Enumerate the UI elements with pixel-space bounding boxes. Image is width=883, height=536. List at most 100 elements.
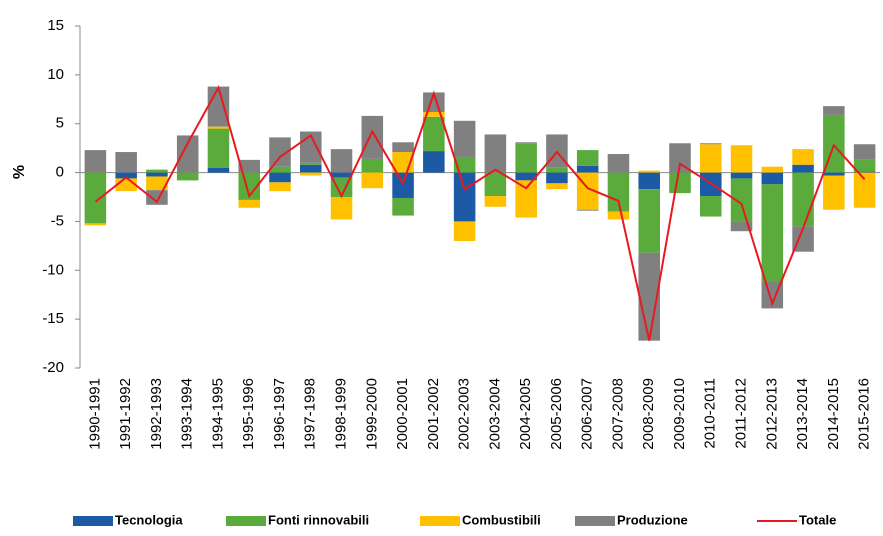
y-tick-label: 0 bbox=[56, 164, 64, 181]
bar-segment bbox=[853, 172, 876, 208]
bar-segment bbox=[669, 172, 691, 194]
bar-segment bbox=[607, 154, 630, 173]
y-tick-label: -20 bbox=[42, 359, 64, 376]
bar-segment bbox=[330, 197, 353, 220]
x-tick-label: 1993-1994 bbox=[179, 378, 196, 450]
bar-segment bbox=[484, 172, 507, 197]
bar-segment bbox=[823, 175, 845, 210]
x-tick-label: 1990-1991 bbox=[86, 378, 103, 450]
bar-segment bbox=[115, 172, 137, 179]
bar-segment bbox=[176, 135, 199, 173]
bar-segment bbox=[761, 172, 784, 185]
bar-segment bbox=[546, 167, 568, 173]
bar-segment bbox=[669, 143, 691, 173]
legend-label: Totale bbox=[799, 512, 836, 527]
x-tick-label: 1994-1995 bbox=[209, 378, 226, 450]
bar-segment bbox=[84, 172, 107, 224]
bar-segment bbox=[423, 116, 445, 152]
bar-segment bbox=[423, 151, 445, 173]
x-tick-label: 2003-2004 bbox=[486, 378, 503, 450]
x-tick-label: 2012-2013 bbox=[763, 378, 780, 450]
x-tick-label: 1999-2000 bbox=[363, 378, 380, 450]
bar-segment bbox=[330, 172, 353, 178]
bar-segment bbox=[853, 144, 876, 160]
y-tick-label: -5 bbox=[51, 212, 64, 229]
x-tick-label: 2010-2011 bbox=[702, 378, 719, 449]
bar-segment bbox=[453, 221, 476, 241]
bar-segment bbox=[392, 142, 414, 153]
bar-segment bbox=[853, 171, 876, 173]
bar-segment bbox=[361, 172, 384, 189]
x-tick-label: 2014-2015 bbox=[825, 378, 842, 450]
y-tick-label: 5 bbox=[56, 115, 64, 132]
bar-segment bbox=[546, 172, 568, 184]
bar-segment bbox=[330, 149, 353, 173]
bar-segment bbox=[823, 172, 845, 176]
legend-swatch bbox=[73, 516, 113, 526]
bar-segment bbox=[576, 150, 599, 166]
legend-label: Tecnologia bbox=[115, 512, 183, 527]
bar-segment bbox=[453, 156, 476, 173]
x-tick-label: 2002-2003 bbox=[456, 378, 473, 450]
bar-segment bbox=[207, 128, 230, 168]
y-tick-label: 15 bbox=[47, 17, 64, 34]
bar-segment bbox=[607, 172, 630, 212]
bar-segment bbox=[546, 183, 568, 190]
bar-segment bbox=[269, 166, 291, 173]
x-tick-label: 1997-1998 bbox=[302, 378, 319, 450]
bar-segment bbox=[423, 111, 445, 117]
bar-segment bbox=[361, 115, 384, 159]
bar-segment bbox=[515, 142, 537, 144]
x-tick-label: 2006-2007 bbox=[579, 378, 596, 450]
bar-segment bbox=[576, 209, 599, 211]
bar-segment bbox=[300, 162, 322, 165]
legend-label: Fonti rinnovabili bbox=[268, 512, 369, 527]
bar-segment bbox=[792, 164, 814, 173]
bar-segment bbox=[176, 172, 199, 181]
bar-segment bbox=[146, 169, 168, 173]
bar-segment bbox=[792, 149, 814, 165]
x-tick-label: 2015-2016 bbox=[856, 378, 873, 450]
bar-segment bbox=[700, 144, 722, 173]
bar-segment bbox=[207, 86, 230, 127]
bar-segment bbox=[761, 184, 784, 283]
bar-segment bbox=[730, 221, 753, 232]
bar-segment bbox=[730, 172, 753, 179]
bar-segment bbox=[792, 226, 814, 252]
bar-segment bbox=[300, 164, 322, 173]
bar-segment bbox=[146, 172, 168, 177]
bar-segment bbox=[330, 177, 353, 197]
bar-segment bbox=[484, 134, 507, 173]
bar-segment bbox=[84, 223, 107, 226]
bar-segment bbox=[515, 143, 537, 173]
legend-label: Produzione bbox=[617, 512, 688, 527]
bar-segment bbox=[700, 196, 722, 217]
x-tick-label: 2007-2008 bbox=[609, 378, 626, 450]
legend-swatch bbox=[575, 516, 615, 526]
bar-segment bbox=[638, 189, 660, 253]
bar-segment bbox=[638, 170, 660, 173]
bar-segment bbox=[115, 152, 137, 173]
legend-swatch bbox=[226, 516, 266, 526]
bar-segment bbox=[238, 159, 260, 173]
total-line bbox=[94, 84, 866, 341]
bar-segment bbox=[730, 145, 753, 173]
x-tick-label: 2013-2014 bbox=[794, 378, 811, 450]
bar-segment bbox=[115, 178, 137, 192]
y-tick-label: 10 bbox=[47, 66, 64, 83]
x-tick-label: 2005-2006 bbox=[548, 378, 565, 450]
bar-segment bbox=[638, 172, 660, 190]
x-tick-label: 2001-2002 bbox=[425, 378, 442, 450]
bar-segment bbox=[730, 178, 753, 222]
bar-segment bbox=[761, 166, 784, 173]
bar-segment bbox=[146, 176, 168, 191]
x-tick-label: 2008-2009 bbox=[640, 378, 657, 450]
y-tick-label: -15 bbox=[42, 310, 64, 327]
bar-segment bbox=[515, 172, 537, 181]
y-axis-label: % bbox=[11, 165, 28, 179]
legend-label: Combustibili bbox=[462, 512, 541, 527]
bar-segment bbox=[576, 165, 599, 173]
bar-segment bbox=[700, 143, 722, 145]
legend-swatch bbox=[420, 516, 460, 526]
